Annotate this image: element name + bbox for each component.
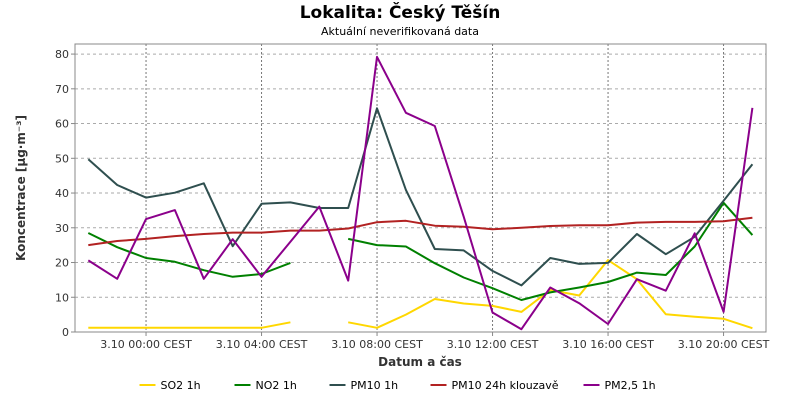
legend-item: PM10 1h [329, 379, 399, 392]
y-tick-label: 20 [55, 257, 69, 270]
grid [75, 44, 766, 332]
legend-item: NO2 1h [234, 379, 297, 392]
y-tick-label: 40 [55, 187, 69, 200]
x-tick-label: 3.10 12:00 CEST [447, 338, 539, 351]
x-tick-label: 3.10 08:00 CEST [331, 338, 423, 351]
legend-label: PM10 1h [351, 379, 399, 392]
series-line-pm2-5-1h [87, 55, 754, 331]
chart-title: Lokalita: Český Těšín [300, 1, 501, 23]
x-axis-title: Datum a čas [378, 355, 462, 369]
legend-label: NO2 1h [256, 379, 297, 392]
y-tick-label: 60 [55, 118, 69, 131]
series-line-no2-1h [87, 201, 754, 301]
y-tick-label: 10 [55, 291, 69, 304]
y-tick-label: 30 [55, 222, 69, 235]
x-tick-label: 3.10 20:00 CEST [678, 338, 770, 351]
y-tick-label: 80 [55, 48, 69, 61]
legend-label: PM2,5 1h [605, 379, 656, 392]
x-tick-label: 3.10 04:00 CEST [216, 338, 308, 351]
legend-label: PM10 24h klouzavě [452, 379, 559, 392]
plot-border [74, 43, 767, 333]
y-tick-label: 0 [62, 326, 69, 339]
legend-item: SO2 1h [139, 379, 201, 392]
series-line-pm10-1h [87, 107, 754, 287]
legend: SO2 1h NO2 1h PM10 1h PM10 24h klouzavě PM2,… [139, 379, 656, 392]
y-axis-title: Koncentrace [µg·m⁻³] [14, 115, 28, 261]
series-line-so2-1h [88, 259, 753, 330]
y-tick-label: 70 [55, 83, 69, 96]
legend-item: PM2,5 1h [583, 379, 656, 392]
y-axis-ticks: 0 10 20 30 40 50 60 70 80 [55, 48, 75, 339]
x-tick-label: 3.10 00:00 CEST [100, 338, 192, 351]
x-axis-ticks: 3.10 00:00 CEST 3.10 04:00 CEST 3.10 08:00… [100, 332, 770, 351]
legend-label: SO2 1h [161, 379, 201, 392]
chart-subtitle: Aktuální neverifikovaná data [321, 25, 479, 38]
series-lines [87, 55, 754, 331]
y-tick-label: 50 [55, 152, 69, 165]
x-tick-label: 3.10 16:00 CEST [562, 338, 654, 351]
legend-item: PM10 24h klouzavě [430, 379, 559, 392]
series-line-pm10-24h-klouzav- [88, 216, 753, 247]
